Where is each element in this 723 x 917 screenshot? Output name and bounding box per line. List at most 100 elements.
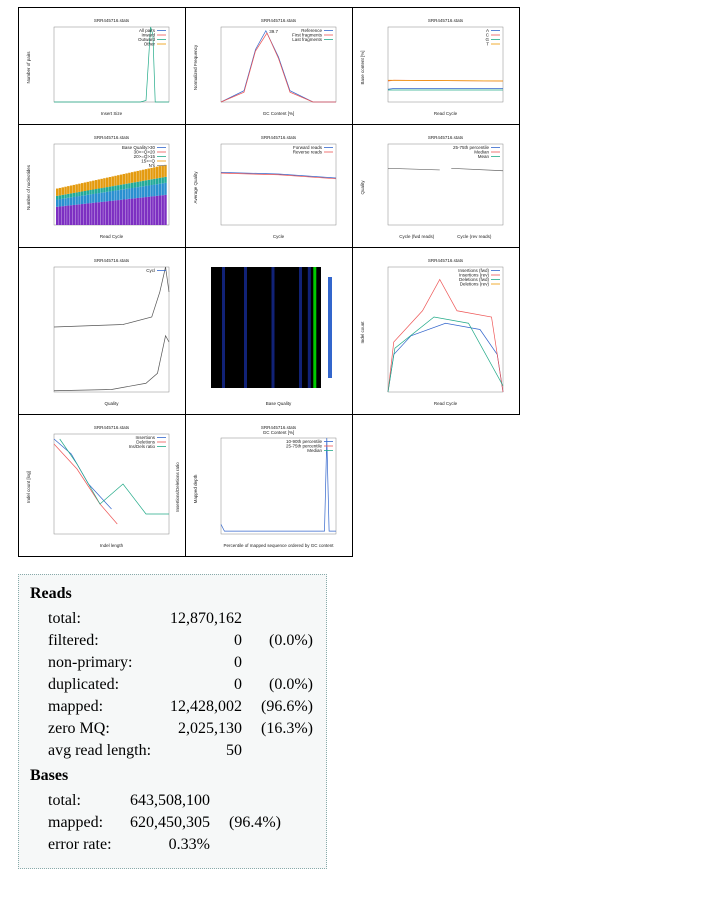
bar-segment [111,200,114,225]
legend-entry: Deletions (fwd) [459,277,490,282]
bar-segment [122,189,126,200]
legend-entry: Inward [141,33,155,38]
plot-grid: SRR445716.stats Insert Size Number of pair… [18,7,520,557]
curve [54,26,169,103]
bar-segment [69,193,73,198]
bar-segment [125,183,128,189]
section-heading: Bases [30,767,69,784]
colorbar [328,277,332,378]
stat-value: 12,428,002 [170,698,242,715]
curve [220,172,337,180]
y-axis-label: Normalized Frequency [193,44,198,90]
bar-segment [114,200,117,225]
bar-segment [78,204,81,225]
bar-segment [111,176,114,187]
curve [387,278,504,393]
bar-segment [72,184,76,193]
bar-segment [164,194,167,225]
bar-segment [105,201,109,225]
bar-segment [164,182,167,195]
legend-entry: Cycl [146,268,155,273]
legend-entry: C [486,33,490,38]
stat-value: 12,870,162 [170,610,242,627]
bar-segment [83,190,87,196]
bar-segment [94,180,98,190]
bar-segment [103,187,106,193]
y-axis-label: Quality [360,180,365,195]
stat-percent: (0.0%) [269,632,313,649]
bar-segment [100,201,103,225]
stat-value: 2,025,130 [178,720,242,737]
bar-segment [153,178,156,185]
plot-frame [53,266,170,393]
bar-segment [67,193,70,198]
bar-segment [155,184,159,196]
bar-segment [158,183,162,196]
bar-segment [92,202,95,225]
bar-segment [100,188,103,193]
bar-segment [122,184,126,190]
cell-border [18,414,186,557]
bar-segment [58,199,62,207]
stat-label: error rate: [48,836,112,853]
bar-segment [58,195,62,200]
bar-segment [164,176,167,183]
plot-frame [387,26,504,103]
bar-segment [144,180,148,186]
bar-segment [130,172,134,183]
bar-segment [75,184,78,193]
bar-segment [133,182,137,188]
curve [387,167,440,171]
heatmap-band [313,267,317,388]
y-axis-label: Number of pairs [26,51,31,84]
bar-segment [139,170,142,182]
bar-segment [155,166,159,179]
curve [59,438,169,515]
y-axis-label: Average Quality [193,171,198,204]
bar-segment [58,187,62,196]
curve [220,32,336,103]
bar-segment [142,169,145,181]
bar-segment [86,194,89,204]
bar-segment [78,183,81,192]
plot-frame [387,266,504,393]
y-axis-label: Base content [%] [360,50,365,84]
legend-entry: N's [149,163,156,168]
stat-percent: (0.0%) [269,676,313,693]
bar-segment [103,192,106,202]
stat-label: zero MQ: [48,720,110,737]
bar-segment [86,181,89,191]
bar-segment [69,197,73,206]
stat-value: 0 [234,632,242,649]
curve [387,316,504,393]
legend-entry: Ins/Dels ratio [129,444,156,449]
bar-segment [161,165,164,178]
stat-label: mapped: [48,698,104,715]
legend-entry: Deletions (rev) [460,282,490,287]
bar-segment [108,177,112,187]
stat-value: 620,450,305 [130,814,210,831]
chart-title: SRR445716.stats [94,18,130,23]
x-axis-label: Indel length [100,543,124,548]
bar-segment [111,190,114,201]
stat-value: 0 [234,654,242,671]
curve [220,437,336,532]
bar-segment [69,205,73,225]
bar-segment [128,188,131,199]
bar-segment [142,197,145,225]
stat-percent: (16.3%) [261,720,313,737]
curve [53,334,170,392]
bar-segment [75,204,78,225]
stats-panel: Reads total: 12,870,162 filtered: 0 (0.0%) non… [18,574,327,869]
stat-value: 0 [234,676,242,693]
x-axis-label: Read Cycle [434,401,458,406]
x-axis-label: Read Cycle [100,234,124,239]
bar-segment [114,190,117,201]
bar-segment [108,186,112,192]
y-axis-label: Mapped depth [193,474,198,503]
legend-entry: Outward [138,37,156,42]
y-axis-label: Number of nucleotides [26,164,31,210]
bar-segment [103,178,106,188]
bar-segment [89,203,92,225]
bar-segment [94,202,98,225]
